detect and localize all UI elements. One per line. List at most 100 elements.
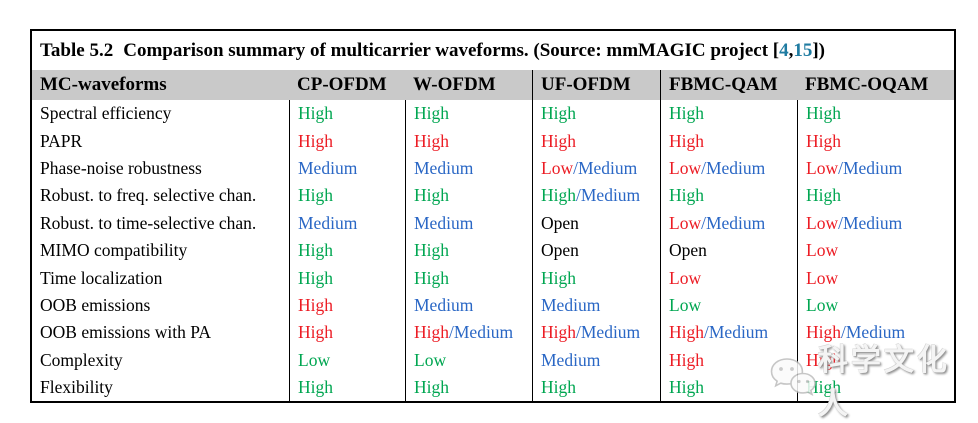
row-label: PAPR	[40, 130, 83, 151]
value-cell: Medium	[405, 154, 532, 183]
column-header: CP-OFDM	[297, 74, 387, 95]
value-segment: High	[669, 377, 704, 398]
value-cell: High	[289, 264, 405, 292]
value-segment: High	[298, 267, 333, 288]
value-segment: Low	[669, 267, 702, 288]
value-cell: High	[660, 346, 797, 374]
column-header: UF-OFDM	[532, 70, 660, 100]
value-segment: High	[414, 240, 449, 261]
value-cell: High	[405, 182, 532, 210]
value-cell: High	[289, 291, 405, 320]
row-label: Flexibility	[40, 377, 113, 398]
value-segment: High	[298, 240, 333, 261]
value-segment: Low	[806, 157, 839, 178]
table-body: Spectral efficiency High High High High High P…	[32, 100, 954, 402]
value-segment: Open	[541, 240, 579, 261]
value-cell: Low	[405, 346, 532, 374]
value-cell: Low/Medium	[797, 209, 954, 237]
value-cell: High	[532, 127, 660, 155]
value-cell: Open	[532, 236, 660, 265]
table-row: Robust. to time-selective chan. Medium Med…	[32, 209, 954, 237]
value-segment: Medium	[414, 212, 474, 233]
value-segment: High	[298, 130, 333, 151]
value-segment: /Medium	[704, 322, 769, 343]
value-cell: High	[405, 127, 532, 155]
value-segment: Medium	[414, 157, 474, 178]
row-label: Robust. to freq. selective chan.	[40, 185, 257, 206]
value-segment: Low	[669, 212, 702, 233]
value-segment: High	[669, 185, 704, 206]
value-segment: High	[298, 322, 333, 343]
value-segment: Low	[669, 157, 702, 178]
value-segment: High	[541, 103, 576, 124]
comparison-table: Table 5.2 Comparison summary of multicar…	[30, 29, 956, 404]
value-segment: High	[541, 267, 576, 288]
value-cell: Low	[660, 291, 797, 320]
table-row: Phase-noise robustness Medium Medium Low/Me…	[32, 154, 954, 183]
value-cell: High	[405, 236, 532, 265]
row-label: Robust. to time-selective chan.	[40, 212, 257, 233]
value-cell: High	[797, 100, 954, 128]
value-segment: High	[298, 294, 333, 315]
column-header: FBMC-OQAM	[805, 74, 929, 95]
value-cell: Medium	[289, 154, 405, 183]
row-label: Time localization	[40, 267, 163, 288]
value-segment: High	[806, 185, 841, 206]
value-cell: High	[797, 127, 954, 155]
value-cell: High	[797, 346, 954, 374]
value-cell: Low	[660, 264, 797, 292]
value-cell: Low/Medium	[532, 154, 660, 183]
table-row: Time localization High High High Low Low	[32, 264, 954, 292]
column-header: W-OFDM	[413, 74, 496, 95]
value-cell: High/Medium	[660, 319, 797, 347]
table-row: Complexity Low Low Medium High High	[32, 346, 954, 374]
table-caption-text: Comparison summary of multicarrier wavef…	[123, 39, 780, 61]
column-header: MC-waveforms	[40, 74, 167, 95]
value-cell: High	[660, 127, 797, 155]
value-segment: Medium	[541, 294, 601, 315]
value-segment: High	[806, 377, 841, 398]
citation-link-4[interactable]: 4	[779, 39, 789, 61]
table-number: Table 5.2	[40, 39, 114, 61]
value-cell: High	[405, 373, 532, 402]
table-row: Spectral efficiency High High High High High	[32, 100, 954, 128]
value-segment: High	[414, 377, 449, 398]
value-segment: High	[806, 103, 841, 124]
value-segment: High	[298, 377, 333, 398]
value-segment: Low	[414, 349, 447, 370]
value-segment: /Medium	[838, 157, 903, 178]
value-cell: Open	[660, 236, 797, 265]
value-segment: High	[298, 103, 333, 124]
value-cell: High	[289, 127, 405, 155]
value-cell: Medium	[405, 209, 532, 237]
value-cell: Low/Medium	[660, 209, 797, 237]
value-segment: High	[414, 103, 449, 124]
value-segment: Medium	[414, 294, 474, 315]
value-segment: /Medium	[841, 322, 906, 343]
table-row: Robust. to freq. selective chan. High High…	[32, 182, 954, 210]
value-segment: High	[541, 130, 576, 151]
value-segment: High	[669, 130, 704, 151]
value-segment: Medium	[298, 157, 358, 178]
value-segment: Low	[806, 267, 839, 288]
row-label: Phase-noise robustness	[40, 157, 202, 178]
table-row: PAPR High High High High High	[32, 127, 954, 155]
value-segment: High	[414, 322, 449, 343]
value-segment: High	[414, 185, 449, 206]
value-cell: High/Medium	[532, 182, 660, 210]
value-cell: High	[289, 182, 405, 210]
value-segment: High	[541, 377, 576, 398]
value-segment: Open	[541, 212, 579, 233]
row-label: OOB emissions with PA	[40, 322, 211, 343]
value-segment: Medium	[298, 212, 358, 233]
value-cell: High	[405, 100, 532, 128]
value-segment: /Medium	[449, 322, 514, 343]
value-cell: Medium	[532, 346, 660, 374]
value-segment: High	[669, 349, 704, 370]
value-cell: High	[289, 319, 405, 347]
value-cell: Open	[532, 209, 660, 237]
value-cell: Low/Medium	[797, 154, 954, 183]
value-segment: Low	[806, 294, 839, 315]
value-cell: Low	[289, 346, 405, 374]
citation-link-15[interactable]: 15	[793, 39, 813, 61]
